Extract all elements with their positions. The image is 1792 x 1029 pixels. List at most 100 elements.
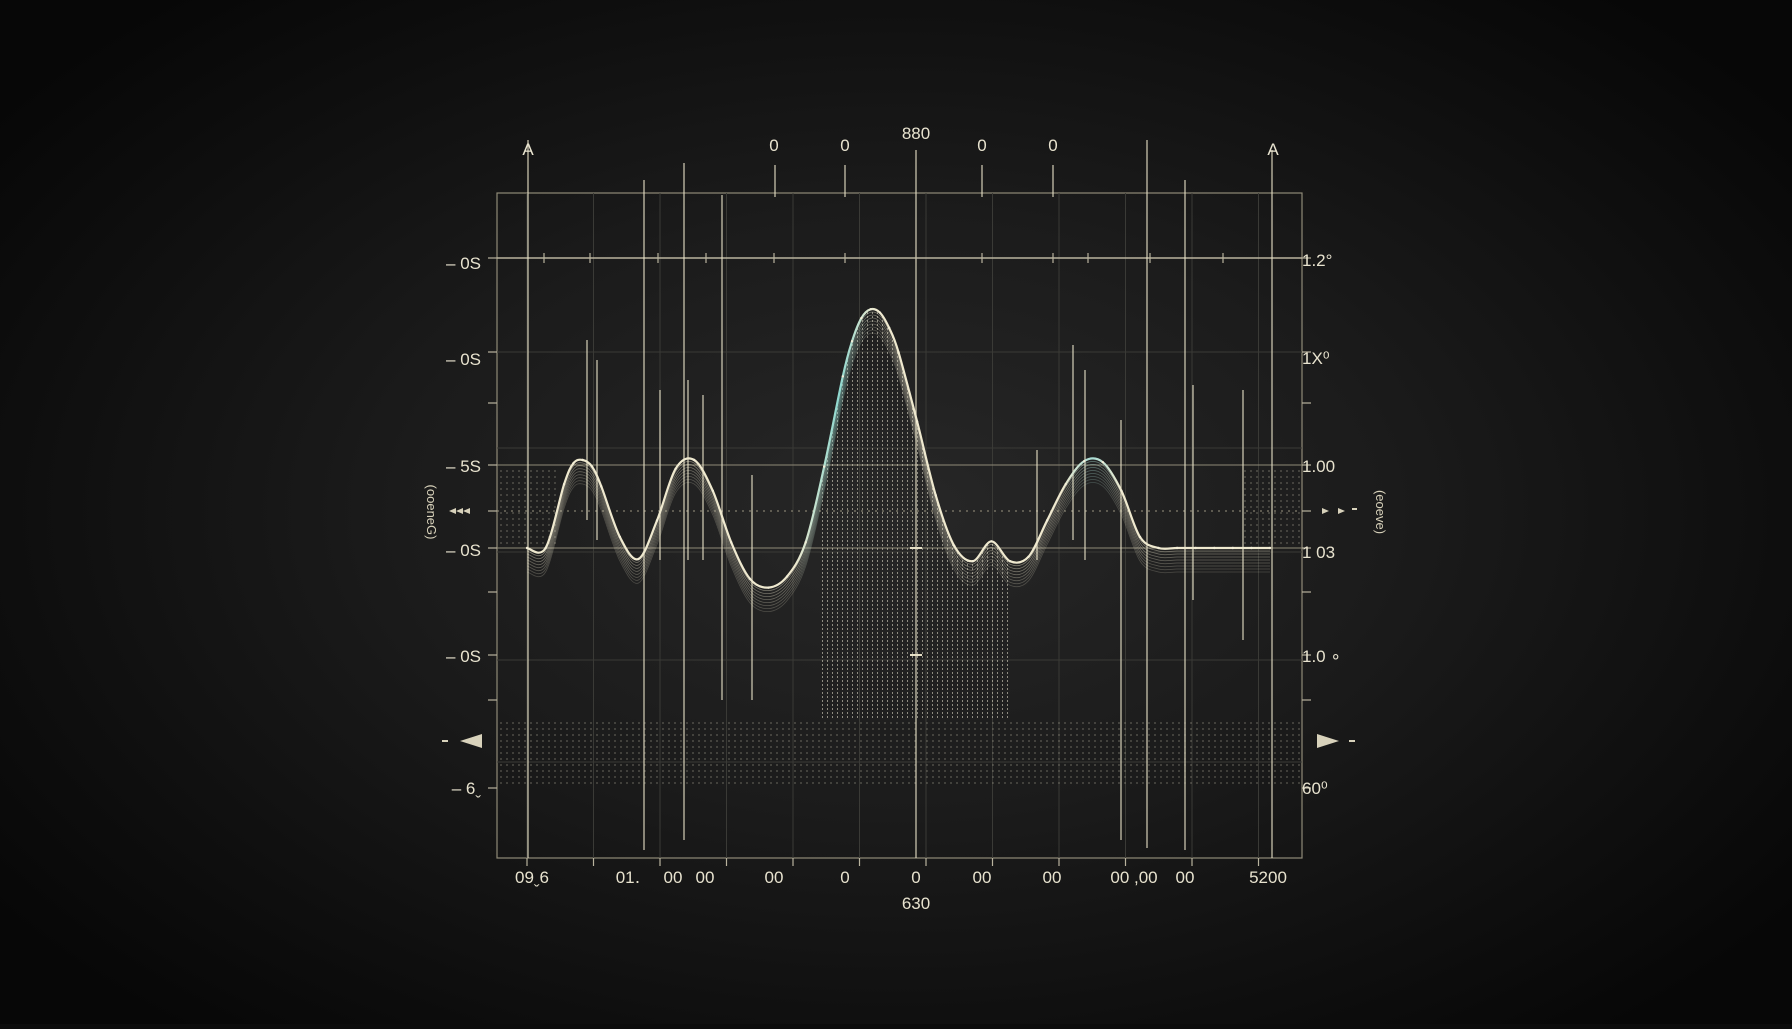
data-point (888, 326, 891, 330)
data-point (1268, 546, 1272, 550)
top-tick-marker: 0 (977, 136, 986, 155)
x-tick-label: 0 (911, 868, 920, 887)
data-point (1045, 519, 1049, 522)
top-tick-marker: 0 (1048, 136, 1057, 155)
data-point (655, 519, 659, 522)
corner-marker-left: A (522, 140, 534, 159)
waveform-strand (526, 329, 1270, 610)
data-point (544, 546, 547, 550)
data-point (990, 540, 993, 543)
waveform-strand (526, 323, 1270, 604)
x-tick-label: 5200 (1249, 868, 1287, 887)
data-point (860, 316, 863, 320)
data-point (1083, 459, 1086, 463)
data-point (785, 575, 789, 578)
top-tick-marker: 0 (769, 136, 778, 155)
data-point (1194, 546, 1197, 550)
data-point (1101, 461, 1105, 464)
waveform-strand (526, 307, 1270, 589)
right-tick-label: 1.0 ∘ (1302, 647, 1341, 666)
waveform-strand (526, 326, 1270, 607)
right-tick-label: 60⁰ (1302, 779, 1328, 798)
data-point (1064, 483, 1067, 486)
left-tick-label: – 0S (446, 541, 481, 560)
x-tick-label: 0 (840, 868, 849, 887)
left-tick-label: – 0S (446, 254, 481, 273)
data-point (915, 420, 919, 423)
top-tick-marker: 0 (840, 136, 849, 155)
lower-dot-band (497, 718, 1302, 788)
data-point (1231, 546, 1235, 550)
x-tick-label: 00 (1043, 868, 1062, 887)
left-tick-label: – 6ˬ (452, 779, 482, 798)
right-tick-label: 1.2° (1302, 251, 1332, 270)
left-dot-band (497, 468, 557, 546)
data-point (878, 311, 882, 314)
data-point (767, 586, 770, 589)
x-tick-label: 09ˬ6 (515, 868, 549, 887)
x-tick-label: 00 (696, 868, 715, 887)
data-point (1008, 560, 1012, 563)
data-point (804, 541, 807, 544)
waveform-strand (526, 311, 1270, 592)
right-tick-label: 1X⁰ (1302, 349, 1330, 368)
data-point (618, 535, 622, 539)
x-tick-label: 01․ (616, 868, 641, 887)
data-point (850, 340, 854, 343)
data-point (953, 544, 956, 547)
waveform-body (525, 307, 1272, 720)
waveform-strand (526, 320, 1270, 601)
corner-marker-right: A (1267, 140, 1279, 159)
data-point (562, 483, 566, 486)
data-point (637, 557, 640, 561)
x-center-label: 630 (902, 894, 930, 913)
data-point (1157, 546, 1160, 550)
waveform-strand (526, 317, 1270, 598)
data-point (525, 546, 529, 550)
data-point (897, 351, 900, 354)
axis-ticks (488, 253, 1311, 866)
data-point (1120, 489, 1123, 492)
data-point (748, 577, 752, 580)
x-tick-label: 00 (1176, 868, 1195, 887)
x-tick-label: 00 (765, 868, 784, 887)
right-axis-side-label: (eoeve) (1373, 490, 1388, 534)
data-point (971, 560, 974, 563)
data-point (674, 467, 677, 470)
waveform-strand (526, 332, 1270, 613)
x-tick-label: 00 (973, 868, 992, 887)
data-point (1175, 546, 1179, 550)
data-point (730, 541, 733, 544)
data-point (1213, 546, 1216, 550)
left-tick-label: – 0S (446, 647, 481, 666)
data-point (693, 458, 696, 462)
left-arrow-markers (442, 508, 482, 748)
data-point (711, 489, 714, 492)
top-marker-label: 880 (902, 124, 930, 143)
vertical-spikes (527, 140, 1273, 858)
left-axis-side-label: (ooeneG) (424, 485, 439, 540)
data-point (572, 462, 575, 465)
data-point (590, 465, 594, 468)
data-point (934, 494, 937, 497)
data-point (600, 485, 603, 488)
x-tick-label: 00 (664, 868, 683, 887)
data-point (1138, 535, 1142, 539)
data-point (869, 308, 872, 311)
left-tick-label: – 5S (446, 457, 481, 476)
left-tick-label: – 0S (446, 350, 481, 369)
dot-band (497, 468, 1302, 788)
data-point (1250, 546, 1253, 550)
waveform-strand (526, 314, 1270, 595)
data-point (841, 375, 844, 378)
right-dot-band (1240, 468, 1302, 546)
x-tick-label: 00 ,00 (1110, 868, 1157, 887)
waveform (525, 307, 1272, 720)
right-tick-label: 1 03 (1302, 543, 1335, 562)
data-point (823, 465, 826, 468)
data-point (581, 458, 584, 462)
data-point (1027, 555, 1030, 558)
right-tick-label: 1.00 (1302, 457, 1335, 476)
